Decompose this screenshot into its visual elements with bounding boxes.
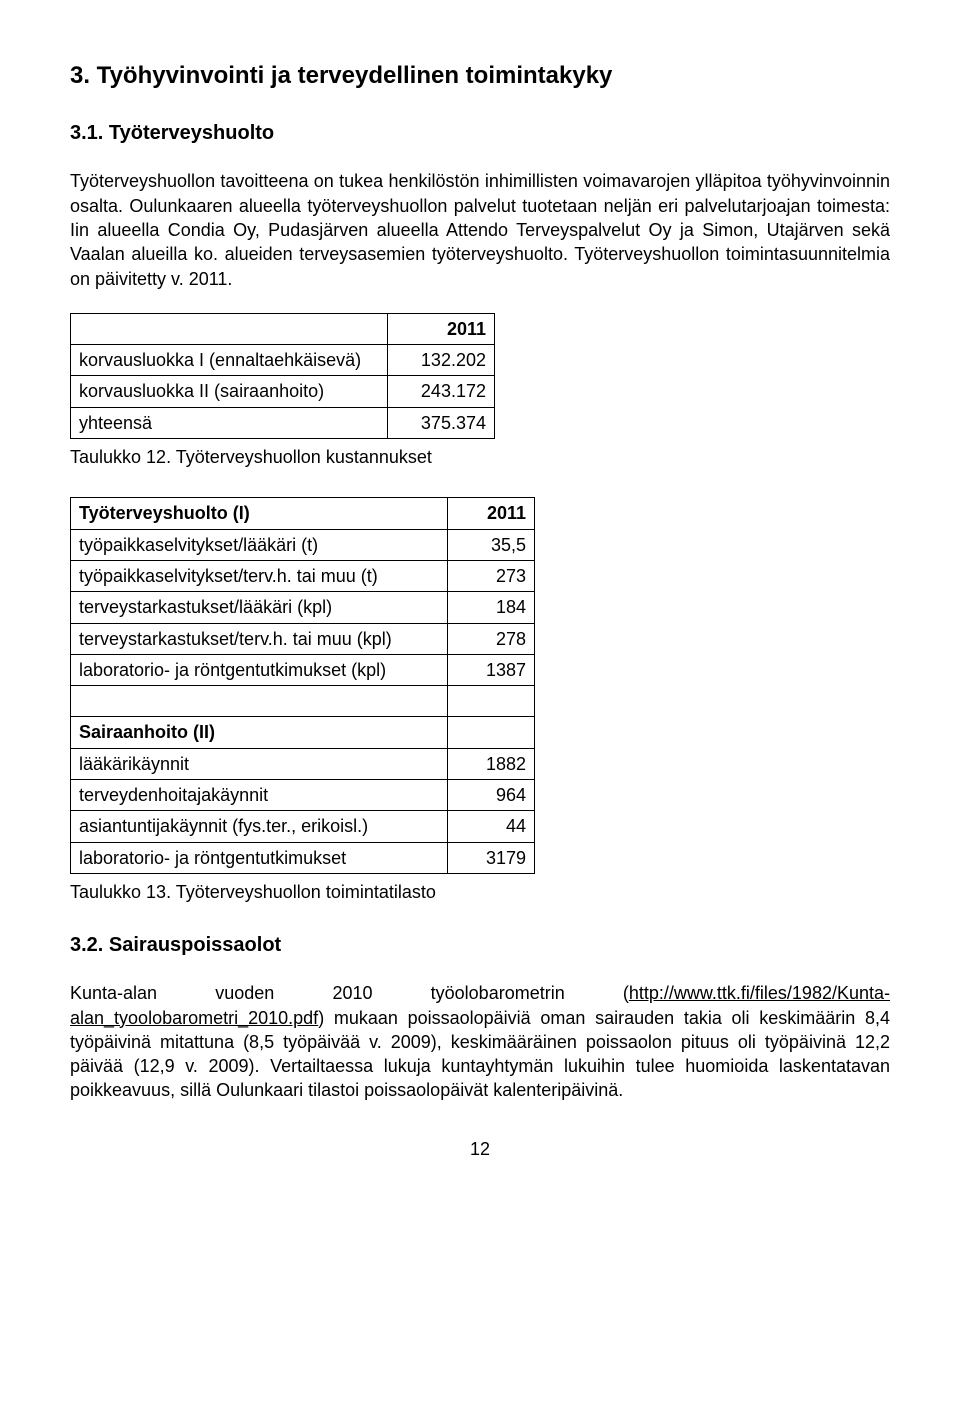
cell-label: terveystarkastukset/terv.h. tai muu (kpl… — [71, 623, 448, 654]
cell-empty — [71, 686, 448, 717]
cell-label: laboratorio- ja röntgentutkimukset (kpl) — [71, 654, 448, 685]
table-row: yhteensä 375.374 — [71, 407, 495, 438]
cell-label: työpaikkaselvitykset/terv.h. tai muu (t) — [71, 560, 448, 591]
section-title: 3. Työhyvinvointi ja terveydellinen toim… — [70, 60, 890, 92]
table-row: asiantuntijakäynnit (fys.ter., erikoisl.… — [71, 811, 535, 842]
table-row: terveystarkastukset/terv.h. tai muu (kpl… — [71, 623, 535, 654]
subsection-31-title: 3.1. Työterveyshuolto — [70, 120, 890, 147]
table-12: 2011 korvausluokka I (ennaltaehkäisevä) … — [70, 313, 495, 439]
cell-label: työpaikkaselvitykset/lääkäri (t) — [71, 529, 448, 560]
cell-label: laboratorio- ja röntgentutkimukset — [71, 842, 448, 873]
cell-year: 2011 — [448, 498, 535, 529]
cell-year: 2011 — [388, 313, 495, 344]
table-13: Työterveyshuolto (I) 2011 työpaikkaselvi… — [70, 497, 535, 874]
cell-label: asiantuntijakäynnit (fys.ter., erikoisl.… — [71, 811, 448, 842]
table-row: laboratorio- ja röntgentutkimukset (kpl)… — [71, 654, 535, 685]
table-row: lääkärikäynnit 1882 — [71, 748, 535, 779]
cell-value: 375.374 — [388, 407, 495, 438]
table-row: Sairaanhoito (II) — [71, 717, 535, 748]
cell-value: 35,5 — [448, 529, 535, 560]
page-number: 12 — [70, 1137, 890, 1161]
cell-label: korvausluokka II (sairaanhoito) — [71, 376, 388, 407]
cell-label: lääkärikäynnit — [71, 748, 448, 779]
table-row-empty — [71, 686, 535, 717]
table-row: terveydenhoitajakäynnit 964 — [71, 780, 535, 811]
cell-value: 278 — [448, 623, 535, 654]
cell-label: terveystarkastukset/lääkäri (kpl) — [71, 592, 448, 623]
table-row: korvausluokka I (ennaltaehkäisevä) 132.2… — [71, 345, 495, 376]
cell-value: 273 — [448, 560, 535, 591]
cell-label: korvausluokka I (ennaltaehkäisevä) — [71, 345, 388, 376]
cell-empty — [448, 717, 535, 748]
cell-label: terveydenhoitajakäynnit — [71, 780, 448, 811]
table-row: terveystarkastukset/lääkäri (kpl) 184 — [71, 592, 535, 623]
cell-empty — [448, 686, 535, 717]
cell-value: 1387 — [448, 654, 535, 685]
cell-value: 184 — [448, 592, 535, 623]
para2-text-pre: Kunta-alan vuoden 2010 työolobarometrin … — [70, 983, 629, 1003]
table-row: Työterveyshuolto (I) 2011 — [71, 498, 535, 529]
cell-subheading: Sairaanhoito (II) — [71, 717, 448, 748]
paragraph-2: Kunta-alan vuoden 2010 työolobarometrin … — [70, 981, 890, 1102]
cell-heading: Työterveyshuolto (I) — [71, 498, 448, 529]
cell-value: 3179 — [448, 842, 535, 873]
table-row: laboratorio- ja röntgentutkimukset 3179 — [71, 842, 535, 873]
table-13-caption: Taulukko 13. Työterveyshuollon toimintat… — [70, 880, 890, 904]
table-row: 2011 — [71, 313, 495, 344]
cell-value: 964 — [448, 780, 535, 811]
cell-value: 243.172 — [388, 376, 495, 407]
table-row: työpaikkaselvitykset/terv.h. tai muu (t)… — [71, 560, 535, 591]
table-row: korvausluokka II (sairaanhoito) 243.172 — [71, 376, 495, 407]
cell-value: 44 — [448, 811, 535, 842]
table-12-caption: Taulukko 12. Työterveyshuollon kustannuk… — [70, 445, 890, 469]
paragraph-1: Työterveyshuollon tavoitteena on tukea h… — [70, 169, 890, 290]
cell-value: 132.202 — [388, 345, 495, 376]
cell-value: 1882 — [448, 748, 535, 779]
cell-empty — [71, 313, 388, 344]
subsection-32-title: 3.2. Sairauspoissaolot — [70, 932, 890, 959]
table-row: työpaikkaselvitykset/lääkäri (t) 35,5 — [71, 529, 535, 560]
cell-label: yhteensä — [71, 407, 388, 438]
